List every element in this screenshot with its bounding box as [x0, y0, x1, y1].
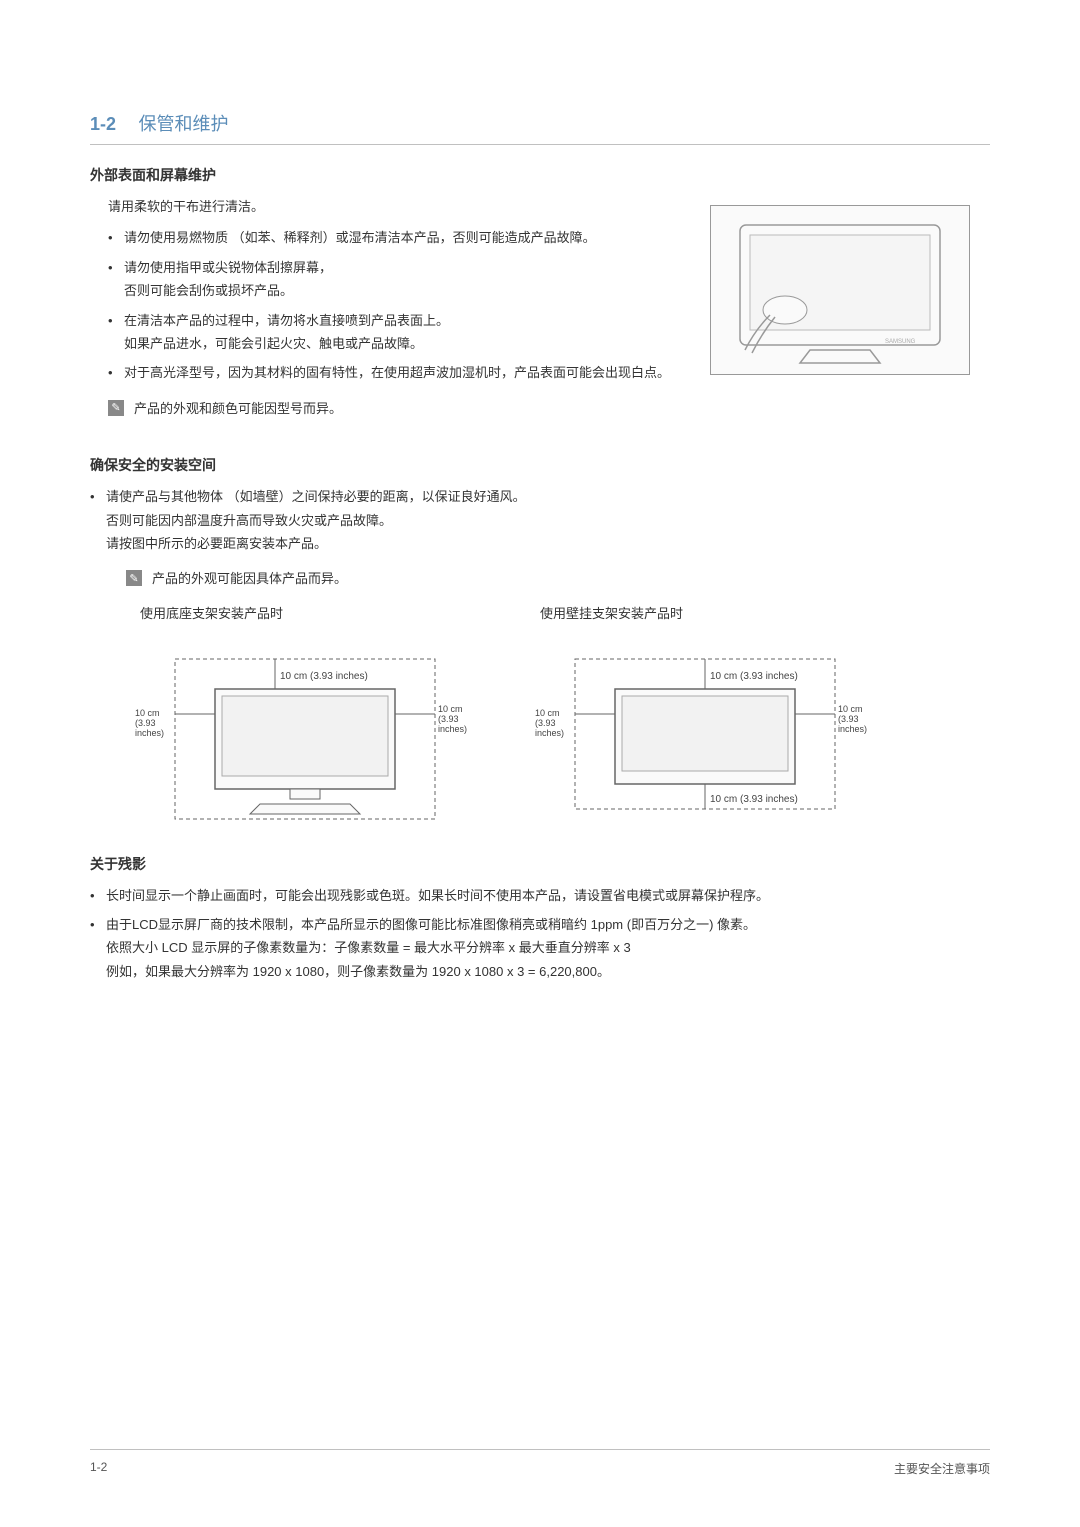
sub1-intro: 请用柔软的干布进行清洁。 — [90, 195, 680, 218]
section-title: 保管和维护 — [138, 114, 228, 134]
diagram2-label: 使用壁挂支架安装产品时 — [540, 603, 870, 622]
diagram-wall: 使用壁挂支架安装产品时 10 cm (3.93 inches) 10 cm (3… — [530, 603, 870, 829]
diagram-stand: 使用底座支架安装产品时 10 cm (3.93 inches) 10 cm (3… — [130, 603, 470, 829]
list-item: 长时间显示一个静止画面时，可能会出现残影或色斑。如果长时间不使用本产品，请设置省… — [90, 884, 990, 907]
section-header: 1-2 保管和维护 — [90, 110, 990, 145]
sub1-content: 请用柔软的干布进行清洁。 请勿使用易燃物质 （如苯、稀释剂）或湿布清洁本产品，否… — [90, 195, 990, 420]
wall-diagram-svg: 10 cm (3.93 inches) 10 cm (3.93 inches) … — [530, 634, 870, 824]
note-icon: ✎ — [126, 570, 142, 586]
sub1-note: ✎ 产品的外观和颜色可能因型号而异。 — [108, 397, 680, 420]
footer-right: 主要安全注意事项 — [894, 1460, 990, 1477]
svg-text:10 cm (3.93 inches): 10 cm (3.93 inches) — [710, 671, 798, 682]
sub2-bullets: 请使产品与其他物体 （如墙壁）之间保持必要的距离，以保证良好通风。 否则可能因内… — [90, 485, 990, 555]
page-footer: 1-2 主要安全注意事项 — [90, 1449, 990, 1477]
sub3-bullets: 长时间显示一个静止画面时，可能会出现残影或色斑。如果长时间不使用本产品，请设置省… — [90, 884, 990, 984]
svg-text:SAMSUNG: SAMSUNG — [885, 339, 916, 345]
list-item: 请勿使用易燃物质 （如苯、稀释剂）或湿布清洁本产品，否则可能造成产品故障。 — [108, 226, 680, 249]
diagram1-label: 使用底座支架安装产品时 — [140, 603, 470, 622]
list-item: 请勿使用指甲或尖锐物体刮擦屏幕， 否则可能会刮伤或损坏产品。 — [108, 256, 680, 303]
note-icon: ✎ — [108, 400, 124, 416]
sub1-bullets: 请勿使用易燃物质 （如苯、稀释剂）或湿布清洁本产品，否则可能造成产品故障。 请勿… — [90, 226, 680, 384]
sub2-note-text: 产品的外观可能因具体产品而异。 — [152, 567, 347, 590]
diagram-row: 使用底座支架安装产品时 10 cm (3.93 inches) 10 cm (3… — [130, 603, 990, 829]
sub2-title: 确保安全的安装空间 — [90, 455, 990, 475]
list-item: 对于高光泽型号，因为其材料的固有特性，在使用超声波加湿机时，产品表面可能会出现白… — [108, 361, 680, 384]
list-item: 在清洁本产品的过程中，请勿将水直接喷到产品表面上。 如果产品进水，可能会引起火灾… — [108, 309, 680, 356]
sub1-title: 外部表面和屏幕维护 — [90, 165, 990, 185]
sub3-title: 关于残影 — [90, 854, 990, 874]
footer-left: 1-2 — [90, 1460, 107, 1477]
sub1-left: 请用柔软的干布进行清洁。 请勿使用易燃物质 （如苯、稀释剂）或湿布清洁本产品，否… — [90, 195, 680, 420]
svg-text:10 cm (3.93 in: 10 cm (3.93 inches) — [438, 704, 467, 734]
sub1-right: SAMSUNG — [710, 195, 990, 375]
monitor-cleaning-illustration: SAMSUNG — [710, 205, 970, 375]
sub2-note: ✎ 产品的外观可能因具体产品而异。 — [126, 567, 990, 590]
svg-text:10 cm (3.93 in: 10 cm (3.93 inches) — [535, 708, 564, 738]
svg-text:10 cm (3.93 in: 10 cm (3.93 inches) — [135, 708, 164, 738]
meas-top: 10 cm (3.93 inches) — [280, 671, 368, 682]
stand-diagram-svg: 10 cm (3.93 inches) 10 cm (3.93 inches) … — [130, 634, 470, 824]
svg-text:10 cm (3.93 inches): 10 cm (3.93 inches) — [710, 794, 798, 805]
section-number: 1-2 — [90, 114, 116, 134]
svg-text:10 cm (3.93 in: 10 cm (3.93 inches) — [838, 704, 867, 734]
sub1-note-text: 产品的外观和颜色可能因型号而异。 — [134, 397, 342, 420]
list-item: 由于LCD显示屏厂商的技术限制，本产品所显示的图像可能比标准图像稍亮或稍暗约 1… — [90, 913, 990, 983]
list-item: 请使产品与其他物体 （如墙壁）之间保持必要的距离，以保证良好通风。 否则可能因内… — [90, 485, 990, 555]
